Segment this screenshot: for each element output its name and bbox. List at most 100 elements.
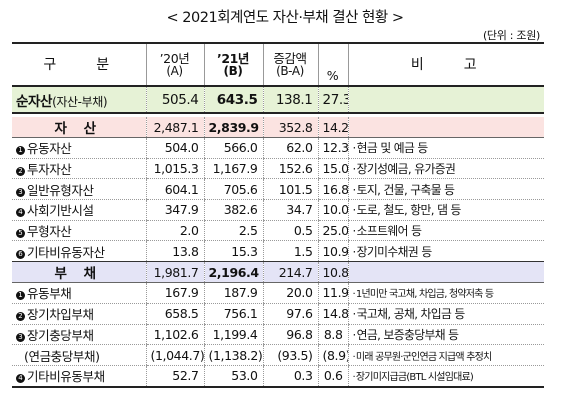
liability-item-pct: 14.8 <box>317 303 348 325</box>
liabilities-y20: 1,981.7 <box>145 261 204 284</box>
liability-item-pct: 11.9 <box>317 282 348 304</box>
asset-item-diff: 62.0 <box>262 137 318 159</box>
asset-item-note: ·현금 및 예금 등 <box>347 137 544 159</box>
number-badge-icon: 2 <box>16 167 25 177</box>
liability-item-note: ·미래 공무원·군인연금 지급액 추정치 <box>347 344 544 366</box>
asset-item-note: ·장기성예금, 유가증권 <box>347 158 544 180</box>
assets-diff: 352.8 <box>262 117 318 138</box>
assets-y21: 2,839.9 <box>203 117 263 138</box>
liability-item-diff: (93.5) <box>262 344 318 366</box>
liabilities-y21: 2,196.4 <box>203 261 263 284</box>
liability-item-y21: 187.9 <box>203 282 263 304</box>
number-badge-icon: 1 <box>16 146 25 156</box>
liability-item-diff: 0.3 <box>262 365 318 388</box>
net-pct: 27.3 <box>317 85 348 114</box>
asset-item-y20: 13.8 <box>145 240 204 263</box>
asset-item-y20: 347.9 <box>145 199 204 221</box>
number-badge-icon: 3 <box>16 187 25 197</box>
number-badge-icon: 6 <box>16 249 25 259</box>
bullet-icon: · <box>352 372 356 384</box>
bullet-icon: · <box>352 289 356 301</box>
bullet-icon: · <box>352 224 357 239</box>
report-title: < 2021회계연도 자산·부채 결산 현황 > <box>166 10 404 26</box>
asset-item-y20: 1,015.3 <box>145 158 204 180</box>
net-diff: 138.1 <box>262 85 318 114</box>
liability-item-label: (연금충당부채) <box>12 344 146 366</box>
liabilities-label: 부 채 <box>12 261 146 284</box>
asset-item-label: 4 사회기반시설 <box>12 199 146 221</box>
asset-item-y20: 504.0 <box>145 137 204 159</box>
bullet-icon: · <box>352 203 357 218</box>
bullet-icon: · <box>352 307 357 322</box>
assets-pct: 14.2 <box>317 117 348 138</box>
asset-item-y20: 604.1 <box>145 178 204 201</box>
asset-item-row: 2 투자자산 1,015.3 1,167.9 152.6 15.0 ·장기성예금, 유가증권 <box>12 158 544 180</box>
header-y20: ’20년 (A) <box>145 42 204 87</box>
assets-note <box>347 117 544 138</box>
asset-item-row: 1 유동자산 504.0 566.0 62.0 12.3 ·현금 및 예금 등 <box>12 137 544 159</box>
asset-item-note: ·도로, 철도, 항만, 댐 등 <box>347 199 544 221</box>
asset-item-note: ·장기미수채권 등 <box>347 240 544 263</box>
liability-item-row: 4 기타비유동부채 52.7 53.0 0.3 0.6 ·장기미지급금(BTL 시설임대료) <box>12 365 544 388</box>
asset-item-y21: 1,167.9 <box>203 158 263 180</box>
number-badge-icon: 4 <box>16 374 25 384</box>
assets-total-row: 자 산 2,487.1 2,839.9 352.8 14.2 <box>12 117 544 138</box>
liability-item-row: 3 장기충당부채 1,102.6 1,199.4 96.8 8.8 ·연금, 보증충당부채 … <box>12 324 544 346</box>
asset-item-pct: 16.8 <box>317 178 348 201</box>
header-note: 비 고 <box>347 42 544 87</box>
bullet-icon: · <box>352 182 357 197</box>
header-y21: ’21년 (B) <box>203 42 263 87</box>
asset-item-y21: 566.0 <box>203 137 263 159</box>
liability-item-row: 1 유동부채 167.9 187.9 20.0 11.9·1년미만 국고채, 차입금, 청… <box>12 282 544 304</box>
bullet-icon: · <box>352 162 357 177</box>
liabilities-diff: 214.7 <box>262 261 318 284</box>
net-y21: 643.5 <box>203 85 263 114</box>
asset-item-row: 4 사회기반시설 347.9 382.6 34.7 10.0 ·도로, 철도, 항만, 댐 … <box>12 199 544 221</box>
asset-item-y21: 2.5 <box>203 220 263 242</box>
liability-item-note: ·1년미만 국고채, 차입금, 청약저축 등 <box>347 282 544 304</box>
asset-item-pct: 10.0 <box>317 199 348 221</box>
bullet-icon: · <box>352 351 356 363</box>
asset-item-label: 6 기타비유동자산 <box>12 240 146 263</box>
liability-item-note: ·장기미지급금(BTL 시설임대료) <box>347 365 544 388</box>
liability-item-y20: 167.9 <box>145 282 204 304</box>
header-category: 구 분 <box>12 42 146 87</box>
number-badge-icon: 1 <box>16 291 25 301</box>
net-assets-label: 순자산(자산-부채) <box>12 85 146 114</box>
net-y20: 505.4 <box>145 85 204 114</box>
liability-item-label: 3 장기충당부채 <box>12 324 146 346</box>
table-header-row: 구 분 ’20년 (A) ’21년 (B) 증감액 (B-A) % 비 고 <box>12 42 544 87</box>
net-note <box>347 85 544 114</box>
asset-item-pct: 15.0 <box>317 158 348 180</box>
liability-item-diff: 20.0 <box>262 282 318 304</box>
liability-item-pct: 8.8 <box>317 324 348 346</box>
asset-item-diff: 1.5 <box>262 240 318 263</box>
liability-item-diff: 97.6 <box>262 303 318 325</box>
net-assets-row: 순자산(자산-부채) 505.4 643.5 138.1 27.3 <box>12 85 544 114</box>
number-badge-icon: 3 <box>16 332 25 342</box>
asset-item-row: 6 기타비유동자산 13.8 15.3 1.5 10.9 ·장기미수채권 등 <box>12 240 544 263</box>
liability-item-y20: 1,102.6 <box>145 324 204 346</box>
asset-item-pct: 12.3 <box>317 137 348 159</box>
asset-item-diff: 152.6 <box>262 158 318 180</box>
asset-item-label: 3 일반유형자산 <box>12 178 146 201</box>
asset-item-row: 5 무형자산 2.0 2.5 0.5 25.0 ·소프트웨어 등 <box>12 220 544 242</box>
asset-item-note: ·토지, 건물, 구축물 등 <box>347 178 544 201</box>
asset-item-diff: 34.7 <box>262 199 318 221</box>
header-diff: 증감액 (B-A) <box>262 42 318 87</box>
bullet-icon: · <box>352 244 357 259</box>
liability-item-y20: 658.5 <box>145 303 204 325</box>
asset-item-pct: 10.9 <box>317 240 348 263</box>
liability-item-y21: 756.1 <box>203 303 263 325</box>
liability-item-label: 4 기타비유동부채 <box>12 365 146 388</box>
liability-item-y21: 53.0 <box>203 365 263 388</box>
bullet-icon: · <box>352 141 357 156</box>
liability-item-row: 2 장기차입부채 658.5 756.1 97.6 14.8 ·국고채, 공채, 차입금 등 <box>12 303 544 325</box>
asset-item-y20: 2.0 <box>145 220 204 242</box>
asset-item-y21: 382.6 <box>203 199 263 221</box>
asset-item-y21: 15.3 <box>203 240 263 263</box>
asset-item-diff: 101.5 <box>262 178 318 201</box>
liabilities-note <box>347 261 544 284</box>
bullet-icon: · <box>352 327 357 342</box>
balance-table: 구 분 ’20년 (A) ’21년 (B) 증감액 (B-A) % 비 고 순자산(자… <box>12 42 544 388</box>
